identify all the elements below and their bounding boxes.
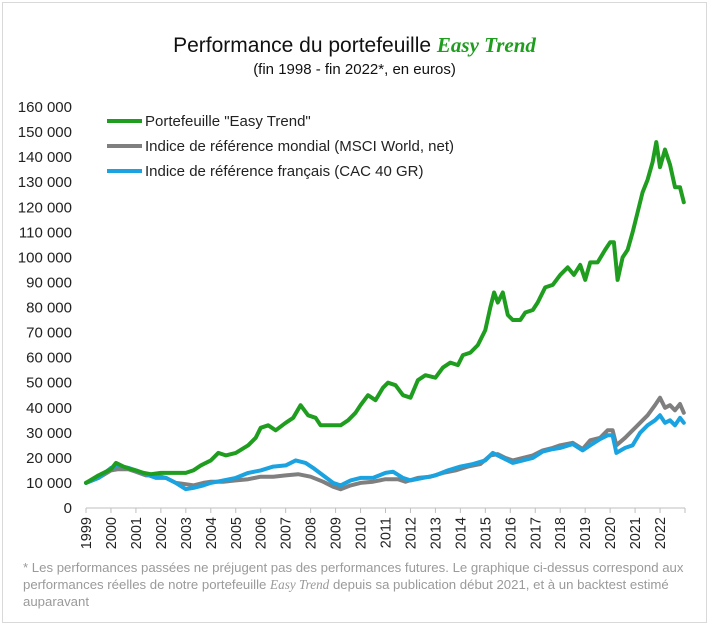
y-tick-label: 50 000 <box>26 375 72 392</box>
y-tick-label: 0 <box>64 500 72 517</box>
y-tick-label: 20 000 <box>26 450 72 467</box>
x-tick-label: 2002 <box>154 517 170 549</box>
y-tick-label: 140 000 <box>18 149 72 166</box>
y-tick-label: 150 000 <box>18 124 72 141</box>
y-tick-label: 80 000 <box>26 300 72 317</box>
x-tick-label: 2014 <box>453 517 469 549</box>
x-tick-label: 2012 <box>403 517 419 549</box>
x-tick-label: 2005 <box>229 517 245 549</box>
legend-label: Indice de référence mondial (MSCI World,… <box>145 138 454 155</box>
x-tick-label: 2020 <box>603 517 619 549</box>
chart-subtitle: (fin 1998 - fin 2022*, en euros) <box>253 61 456 78</box>
footnote: * Les performances passées ne préjugent … <box>23 559 693 610</box>
chart-axes: 0 10 000 20 000 30 000 40 000 50 000 60 000 70 … <box>18 99 686 549</box>
x-tick-label: 2000 <box>104 517 120 549</box>
chart-legend: Portefeuille "Easy Trend" Indice de référ… <box>107 113 454 180</box>
footnote-part1: * Les performances passées ne préjugent … <box>23 560 684 592</box>
y-tick-label: 90 000 <box>26 274 72 291</box>
y-tick-label: 160 000 <box>18 99 72 116</box>
x-tick-label: 2016 <box>503 517 519 549</box>
footnote-part2: depuis sa publication début 2021, et à u… <box>23 577 669 609</box>
y-tick-label: 110 000 <box>19 224 72 241</box>
x-tick-label: 2007 <box>279 517 295 549</box>
title-prefix: Performance du portefeuille <box>173 34 432 57</box>
x-tick-label: 2017 <box>528 517 544 549</box>
chart-title: Performance du portefeuille Easy Trend <box>3 33 706 58</box>
legend-label: Portefeuille "Easy Trend" <box>145 113 311 130</box>
y-tick-label: 130 000 <box>18 174 72 191</box>
chart-lines <box>84 140 686 492</box>
x-tick-label: 2008 <box>304 517 320 549</box>
x-tick-label: 1999 <box>79 517 95 549</box>
y-tick-label: 60 000 <box>26 350 72 367</box>
x-tick-label: 2022 <box>653 517 669 549</box>
y-tick-label: 70 000 <box>26 325 72 342</box>
series-line <box>84 413 686 492</box>
x-tick-label: 2011 <box>379 517 395 548</box>
x-tick-label: 2003 <box>179 517 195 549</box>
x-tick-label: 2021 <box>628 517 644 549</box>
y-tick-label: 40 000 <box>26 400 72 417</box>
legend-label: Indice de référence français (CAC 40 GR) <box>145 163 423 180</box>
series-line <box>84 140 686 485</box>
x-tick-label: 2004 <box>204 517 220 549</box>
x-tick-label: 2010 <box>354 517 370 549</box>
y-tick-label: 100 000 <box>18 249 72 266</box>
x-tick-label: 2018 <box>553 517 569 549</box>
y-tick-label: 10 000 <box>26 475 72 492</box>
line-chart: 0 10 000 20 000 30 000 40 000 50 000 60 000 70 … <box>18 99 686 549</box>
y-tick-label: 30 000 <box>26 425 72 442</box>
x-tick-label: 2019 <box>578 517 594 549</box>
footnote-brand: Easy Trend <box>270 577 330 592</box>
x-tick-label: 2015 <box>478 517 494 549</box>
x-tick-label: 2006 <box>254 517 270 549</box>
x-tick-label: 2013 <box>428 517 444 549</box>
y-tick-label: 120 000 <box>18 199 72 216</box>
title-brand: Easy Trend <box>436 33 536 57</box>
x-tick-label: 2001 <box>129 517 145 549</box>
x-tick-label: 2009 <box>329 517 345 549</box>
